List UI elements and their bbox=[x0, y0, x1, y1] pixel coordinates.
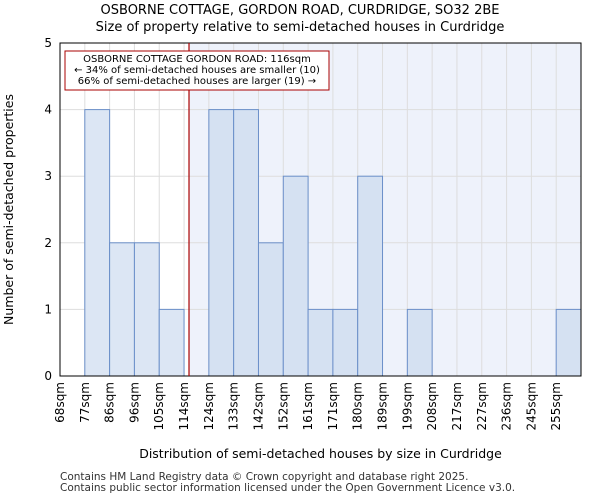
plot-frame bbox=[59, 42, 582, 377]
y-tick-label: 2 bbox=[44, 236, 52, 250]
x-tick-label: 96sqm bbox=[127, 382, 141, 423]
property-annotation: OSBORNE COTTAGE GORDON ROAD: 116sqm ← 34… bbox=[64, 50, 330, 91]
x-tick-label: 189sqm bbox=[376, 382, 390, 430]
x-tick-label: 171sqm bbox=[326, 382, 340, 430]
bar-96sqm bbox=[133, 242, 160, 377]
y-axis-title: Number of semi-detached properties bbox=[1, 94, 16, 325]
y-tick-label: 1 bbox=[44, 302, 52, 316]
bar-105sqm bbox=[158, 308, 185, 377]
footer-attribution: Contains HM Land Registry data © Crown c… bbox=[60, 472, 515, 494]
bar-142sqm bbox=[257, 242, 284, 377]
x-tick-label: 77sqm bbox=[78, 382, 92, 423]
x-tick-label: 199sqm bbox=[400, 382, 414, 430]
x-tick-label: 86sqm bbox=[103, 382, 117, 423]
bar-86sqm bbox=[109, 242, 135, 377]
x-tick-label: 114sqm bbox=[177, 382, 191, 430]
annotation-line-2: ← 34% of semi-detached houses are smalle… bbox=[74, 65, 320, 76]
axis-ticks: 0 1 2 3 4 5 68sqm 77sqm 86sqm 96sqm 105sqm 114sqm 12… bbox=[44, 36, 563, 430]
bar-124sqm bbox=[208, 109, 235, 377]
x-axis-title: Distribution of semi-detached houses by … bbox=[139, 446, 502, 461]
x-tick-label: 227sqm bbox=[475, 382, 489, 430]
bar-180sqm bbox=[357, 175, 384, 377]
bar-152sqm bbox=[282, 175, 309, 377]
y-tick-label: 0 bbox=[44, 369, 52, 383]
annotation-box bbox=[64, 50, 330, 91]
x-tick-label: 217sqm bbox=[450, 382, 464, 430]
annotation-line-3: 66% of semi-detached houses are larger (… bbox=[78, 76, 316, 87]
y-tick-label: 3 bbox=[44, 169, 52, 183]
x-tick-label: 161sqm bbox=[301, 382, 315, 430]
x-tick-label: 208sqm bbox=[425, 382, 439, 430]
bar-133sqm bbox=[233, 109, 259, 377]
footer-line-1: Contains HM Land Registry data © Crown c… bbox=[60, 471, 469, 483]
bar-199sqm bbox=[406, 308, 433, 377]
x-tick-label: 180sqm bbox=[351, 382, 365, 430]
bar-255sqm bbox=[555, 308, 582, 377]
bar-161sqm bbox=[307, 308, 334, 377]
bar-77sqm bbox=[84, 109, 111, 377]
x-tick-label: 152sqm bbox=[276, 382, 290, 430]
x-tick-label: 105sqm bbox=[152, 382, 166, 430]
chart-title: OSBORNE COTTAGE, GORDON ROAD, CURDRIDGE,… bbox=[100, 3, 500, 18]
annotation-line-1: OSBORNE COTTAGE GORDON ROAD: 116sqm bbox=[83, 54, 311, 65]
x-tick-label: 142sqm bbox=[251, 382, 265, 430]
y-tick-label: 5 bbox=[44, 36, 52, 50]
x-tick-label: 255sqm bbox=[549, 382, 563, 430]
footer-line-2: Contains public sector information licen… bbox=[60, 482, 516, 494]
chart-subtitle: Size of property relative to semi-detach… bbox=[95, 20, 505, 35]
x-tick-label: 124sqm bbox=[202, 382, 216, 430]
x-tick-label: 68sqm bbox=[53, 382, 67, 423]
bar-171sqm bbox=[332, 308, 359, 377]
x-tick-label: 133sqm bbox=[227, 382, 241, 430]
x-tick-label: 236sqm bbox=[500, 382, 514, 430]
y-tick-label: 4 bbox=[44, 103, 52, 117]
x-tick-label: 245sqm bbox=[524, 382, 538, 430]
